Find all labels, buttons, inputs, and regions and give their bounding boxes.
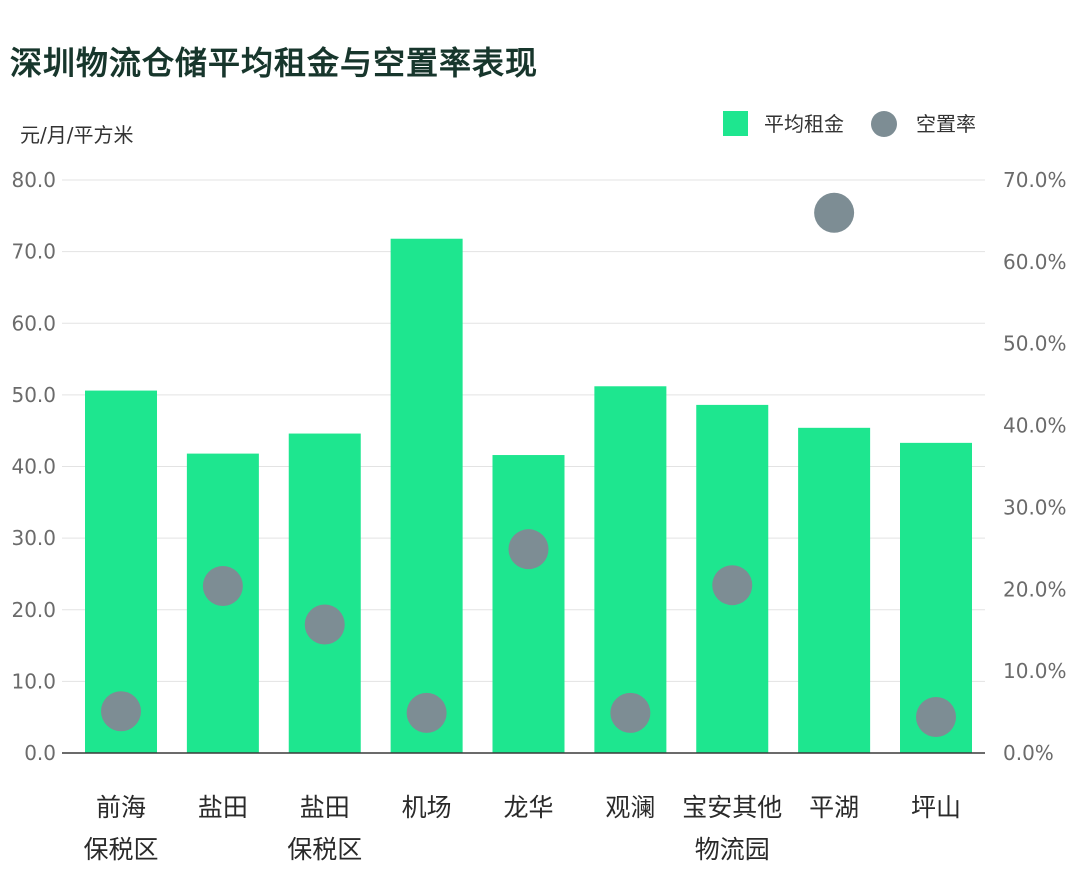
x-tick-label: 平湖 [809, 793, 859, 822]
y2-tick-label: 10.0% [1003, 659, 1067, 683]
y-tick-label: 20.0 [11, 598, 56, 622]
bar-rent [390, 238, 463, 754]
point-vacancy [712, 565, 753, 606]
axes: 0.0 10.0 20.0 30.0 40.0 50.0 60.0 70.0 80.0 0.0% 1… [11, 123, 1066, 864]
point-vacancy [304, 604, 345, 645]
legend-label-vacancy: 空置率 [916, 112, 976, 136]
chart-title: 深圳物流仓储平均租金与空置率表现 [10, 44, 539, 82]
y2-tick-label: 0.0% [1003, 741, 1054, 765]
x-tick-label: 宝安其他 [682, 793, 782, 822]
y-axis-label: 元/月/平方米 [20, 123, 133, 147]
y-tick-label: 70.0 [11, 240, 56, 264]
y-tick-label: 80.0 [11, 168, 56, 192]
y-tick-label: 10.0 [11, 669, 56, 693]
bar-rent [594, 386, 667, 753]
x-tick-label: 坪山 [911, 793, 961, 822]
y2-tick-label: 20.0% [1003, 577, 1067, 601]
bar-rent [798, 427, 871, 753]
x-tick-label: 盐田 [198, 793, 248, 822]
bars [85, 238, 972, 754]
y-tick-label: 60.0 [11, 311, 56, 335]
vacancy-points [101, 192, 956, 737]
x-tick-label: 机场 [402, 793, 452, 822]
y2-tick-label: 60.0% [1003, 250, 1067, 274]
x-tick-label: 盐田 [300, 793, 350, 822]
point-vacancy [406, 692, 447, 733]
legend: 平均租金 空置率 [723, 111, 976, 137]
legend-swatch-vacancy [871, 111, 897, 137]
x-tick-label: 保税区 [287, 835, 362, 864]
bar-rent [492, 455, 565, 753]
y-tick-label: 0.0 [24, 741, 56, 765]
y2-tick-label: 30.0% [1003, 495, 1067, 519]
point-vacancy [101, 691, 141, 732]
y-tick-label: 30.0 [11, 526, 56, 550]
x-tick-label: 前海 [96, 793, 146, 822]
x-tick-label: 保税区 [83, 835, 158, 864]
point-vacancy [916, 696, 956, 737]
y2-tick-label: 70.0% [1003, 168, 1067, 192]
point-vacancy [610, 692, 651, 733]
bar-rent [288, 433, 361, 753]
legend-swatch-rent [723, 111, 748, 136]
legend-label-rent: 平均租金 [764, 112, 844, 136]
y2-tick-label: 50.0% [1003, 332, 1067, 356]
y-tick-label: 40.0 [11, 455, 56, 479]
x-tick-label: 物流园 [695, 835, 770, 864]
point-vacancy [814, 192, 855, 233]
y-tick-label: 50.0 [11, 383, 56, 407]
point-vacancy [202, 566, 243, 607]
x-tick-label: 观澜 [605, 793, 655, 822]
x-tick-label: 龙华 [503, 793, 553, 822]
y2-tick-label: 40.0% [1003, 414, 1067, 438]
point-vacancy [508, 529, 549, 570]
